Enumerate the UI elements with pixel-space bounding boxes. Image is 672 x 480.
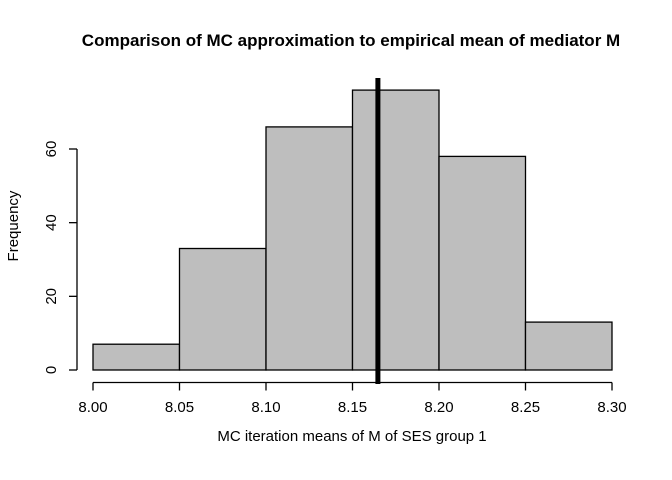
x-axis-title: MC iteration means of M of SES group 1 — [217, 428, 486, 445]
x-tick-label: 8.00 — [78, 399, 107, 416]
x-tick-label: 8.20 — [424, 399, 453, 416]
plot-area: 8.00 8.05 8.10 8.15 8.20 8.25 8.30 0 20 40 60 — [43, 78, 627, 416]
x-tick-label: 8.15 — [338, 399, 367, 416]
y-tick-label: 20 — [43, 288, 60, 305]
histogram-bar — [178, 247, 267, 371]
x-tick-label: 8.05 — [165, 399, 194, 416]
histogram-bar — [438, 155, 527, 371]
x-tick-label: 8.30 — [597, 399, 626, 416]
histogram-bar — [92, 343, 181, 371]
y-axis-title: Frequency — [5, 190, 22, 261]
y-tick-label: 0 — [43, 366, 60, 374]
x-tick-label: 8.25 — [511, 399, 540, 416]
chart-title: Comparison of MC approximation to empiri… — [82, 31, 620, 50]
y-tick-label: 60 — [43, 141, 60, 158]
x-tick-label: 8.10 — [251, 399, 280, 416]
histogram-bar — [265, 126, 354, 371]
histogram-bar — [351, 89, 440, 371]
histogram-bar — [524, 321, 613, 371]
y-tick-label: 40 — [43, 214, 60, 231]
